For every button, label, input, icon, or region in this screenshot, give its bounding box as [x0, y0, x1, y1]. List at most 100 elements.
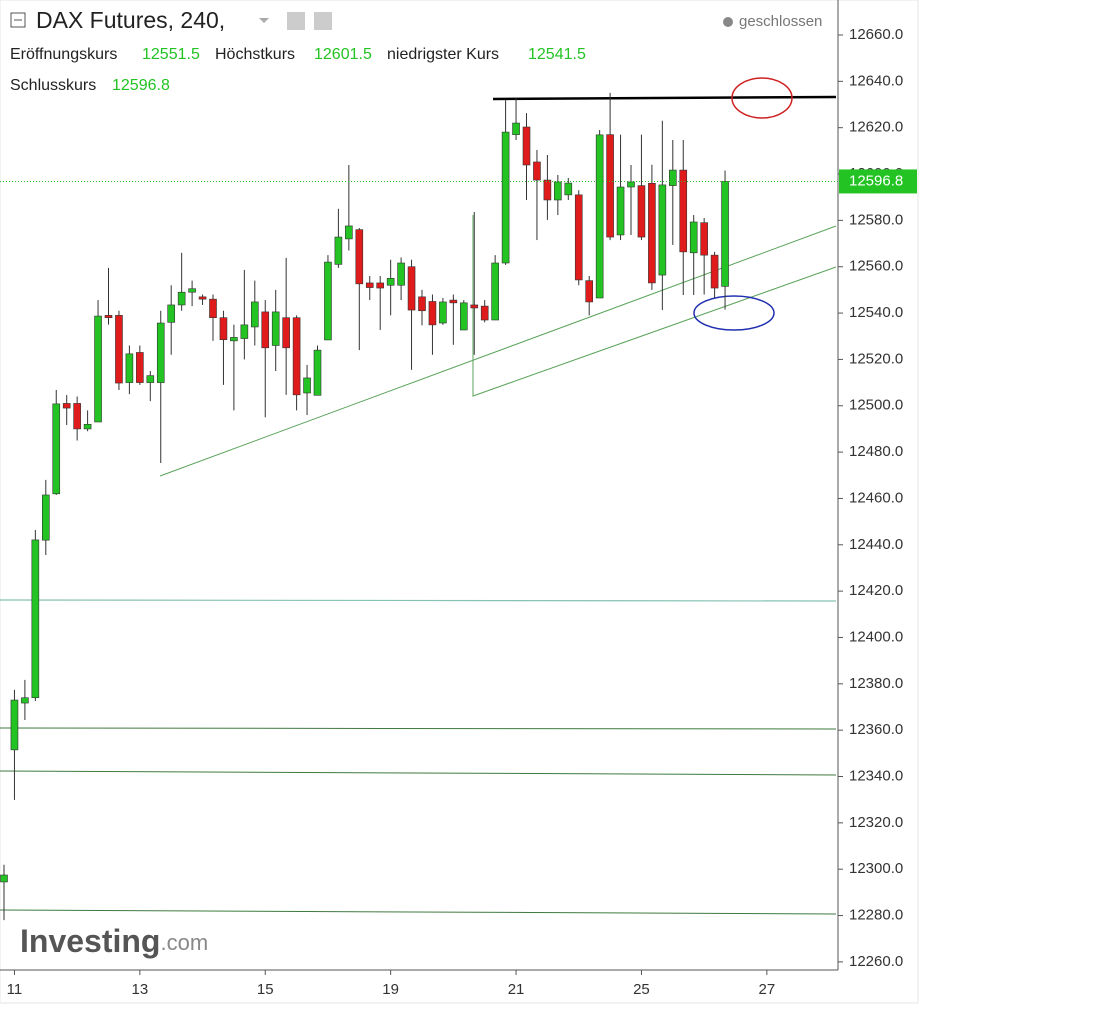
candle-body — [261, 311, 270, 349]
candle-body — [156, 322, 165, 383]
y-tick-label: 12580.0 — [849, 211, 903, 228]
candle-body — [470, 304, 479, 309]
chart-title: DAX Futures, 240, — [36, 7, 225, 33]
candle-body — [21, 697, 29, 704]
y-tick-label: 12440.0 — [849, 536, 903, 553]
candle-body — [292, 317, 301, 396]
y-tick-label: 12320.0 — [849, 814, 903, 831]
candle-body — [658, 184, 667, 276]
watermark-brand: Investing — [20, 923, 160, 959]
candle-body — [397, 262, 405, 286]
y-tick-label: 12460.0 — [849, 489, 903, 506]
candle-body — [710, 254, 719, 289]
candle-body — [355, 229, 364, 285]
y-tick-label: 12400.0 — [849, 628, 903, 645]
candle-body — [125, 353, 134, 383]
candle-body — [574, 194, 583, 281]
candle-body — [386, 278, 395, 286]
candle-body — [313, 349, 322, 396]
resistance-line — [492, 95, 837, 101]
plot — [0, 92, 729, 921]
candle-body — [595, 134, 604, 299]
candle-body — [648, 182, 656, 284]
y-tick-label: 12380.0 — [849, 675, 903, 692]
y-tick-label: 12500.0 — [849, 397, 903, 414]
summary-value: 12541.5 — [528, 46, 586, 63]
candle-body — [480, 305, 489, 321]
candle-body — [83, 423, 92, 430]
header: DAX Futures, 240, geschlossen Eröffnungs… — [10, 7, 822, 94]
candle-body — [616, 186, 625, 236]
x-tick-label: 21 — [508, 981, 525, 998]
y-tick-label: 12620.0 — [849, 119, 903, 136]
chart-frame — [0, 0, 919, 1004]
candle-body — [73, 403, 81, 430]
candle-body — [209, 298, 217, 318]
candle-body — [554, 181, 562, 201]
candle-body — [115, 315, 123, 384]
candle-body — [219, 317, 228, 341]
candle-body — [167, 304, 175, 323]
y-tick-label: 12640.0 — [849, 72, 903, 89]
level-line — [0, 599, 837, 602]
highlight-ellipse — [693, 295, 775, 331]
settings-icon[interactable] — [287, 12, 305, 30]
candle-body — [668, 169, 677, 186]
candle-body — [52, 403, 61, 495]
summary-value: 12601.5 — [314, 46, 372, 63]
candle-body — [240, 324, 249, 339]
dropdown-icon[interactable] — [259, 18, 269, 23]
level-line — [0, 727, 837, 730]
candle-body — [334, 236, 343, 265]
candle-body — [31, 539, 40, 699]
x-tick-label: 19 — [382, 981, 399, 998]
summary-value: 12596.8 — [112, 77, 170, 94]
candle-body — [449, 299, 458, 304]
candle-body — [345, 225, 353, 240]
y-tick-label: 12340.0 — [849, 767, 903, 784]
watermark-suffix: .com — [160, 930, 208, 955]
summary-label: niedrigster Kurs — [387, 46, 499, 63]
watermark: Investing.com — [20, 923, 208, 959]
y-tick-label: 12280.0 — [849, 907, 903, 924]
x-tick-label: 13 — [132, 981, 149, 998]
candle-body — [41, 494, 50, 541]
candle-body — [324, 261, 332, 341]
candle-body — [689, 221, 698, 254]
candle-body — [303, 377, 311, 394]
candle-body — [428, 301, 437, 326]
y-tick-label: 12300.0 — [849, 860, 903, 877]
x-tick-label: 15 — [257, 981, 274, 998]
last-price-box — [839, 169, 917, 194]
settings-icon[interactable] — [314, 12, 332, 30]
candle-body — [146, 375, 155, 383]
y-tick-label: 12420.0 — [849, 582, 903, 599]
summary-value: 12551.5 — [142, 46, 200, 63]
candle-body — [606, 134, 614, 238]
highlight-ellipse — [731, 77, 793, 119]
candle-body — [188, 288, 196, 293]
x-tick-label: 11 — [7, 981, 23, 998]
candle-body — [721, 181, 729, 287]
candle-body — [637, 185, 646, 238]
candle-body — [522, 126, 531, 166]
x-tick-label: 25 — [633, 981, 650, 998]
collapse-icon[interactable] — [10, 12, 26, 28]
candle-body — [407, 266, 416, 311]
candle-body — [679, 169, 688, 253]
y-tick-label: 12360.0 — [849, 721, 903, 738]
candle-body — [533, 161, 541, 181]
x-tick-label: 27 — [759, 981, 776, 998]
summary-label: Höchstkurs — [215, 46, 295, 63]
annotations — [0, 77, 837, 915]
trend-line — [472, 215, 837, 397]
candle-body — [365, 282, 374, 288]
candle-body — [62, 403, 71, 409]
level-line — [0, 909, 837, 915]
y-tick-label: 12480.0 — [849, 443, 903, 460]
candle-body — [491, 262, 499, 321]
y-tick-label: 12260.0 — [849, 953, 903, 970]
candle-body — [282, 317, 290, 349]
status: geschlossen — [739, 13, 822, 30]
